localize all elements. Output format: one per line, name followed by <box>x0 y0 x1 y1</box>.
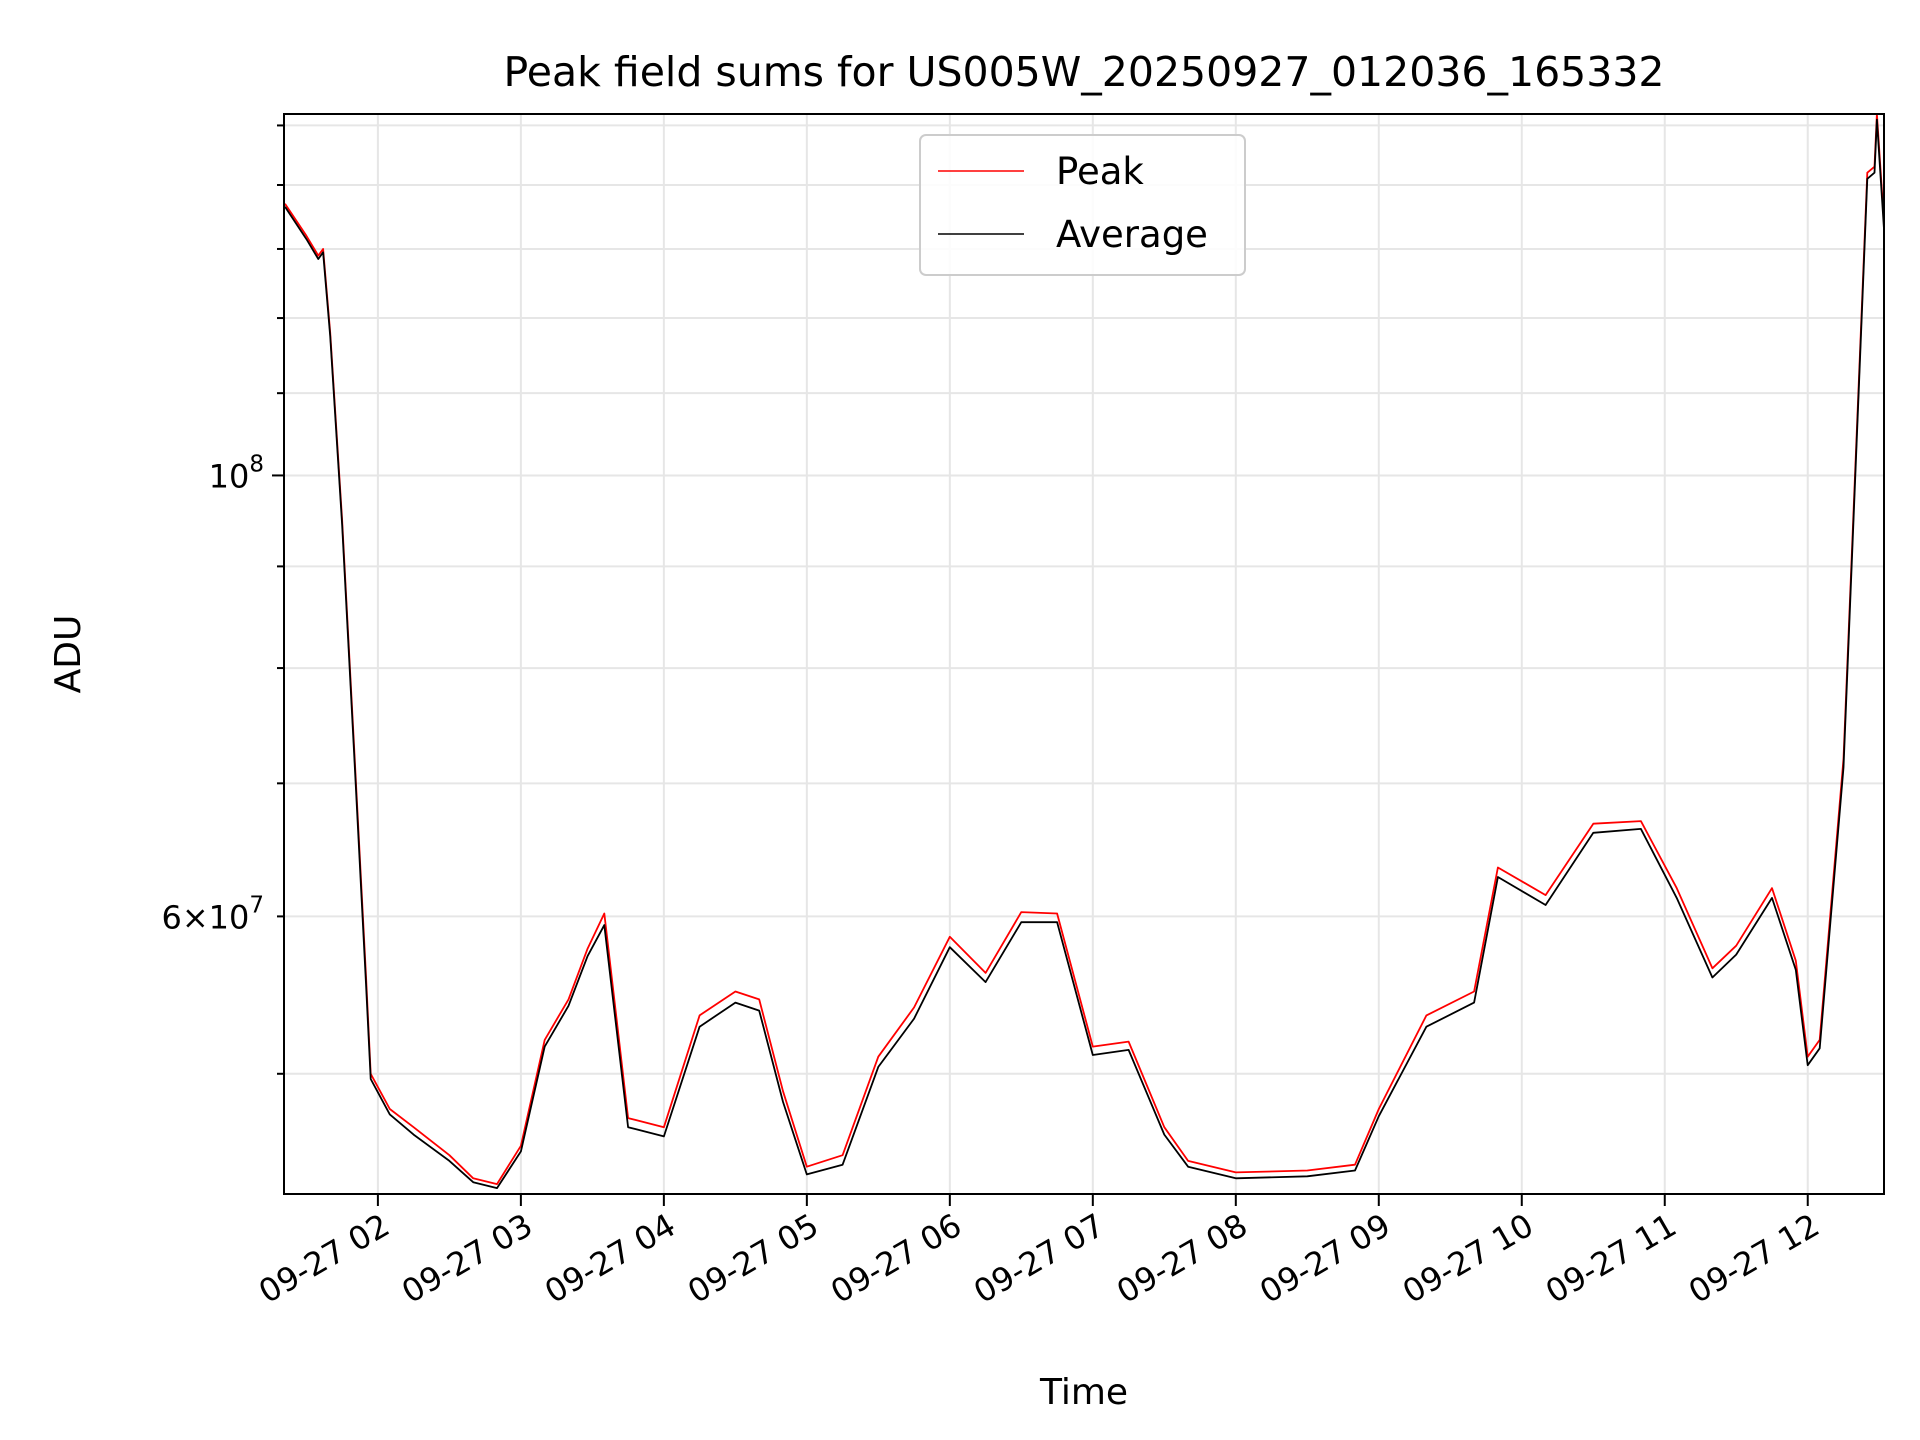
grid <box>284 114 1884 1194</box>
series-layer <box>284 113 1885 1189</box>
series-line-average <box>284 118 1885 1189</box>
legend-box <box>919 134 1246 276</box>
y-tick-label: 108 <box>209 451 264 495</box>
chart-title: Peak field sums for US005W_20250927_0120… <box>503 48 1664 96</box>
legend-label-peak: Peak <box>1056 150 1144 193</box>
plot-frame <box>283 113 1885 1195</box>
y-axis: 6×107 108 <box>161 124 284 1075</box>
series-line-peak <box>284 113 1885 1185</box>
legend-label-average: Average <box>1056 213 1208 256</box>
x-axis-label: Time <box>1039 1372 1128 1413</box>
legend: Peak Average <box>919 134 1246 276</box>
y-tick-label: 6×107 <box>161 892 264 936</box>
y-axis-label: ADU <box>48 615 89 694</box>
